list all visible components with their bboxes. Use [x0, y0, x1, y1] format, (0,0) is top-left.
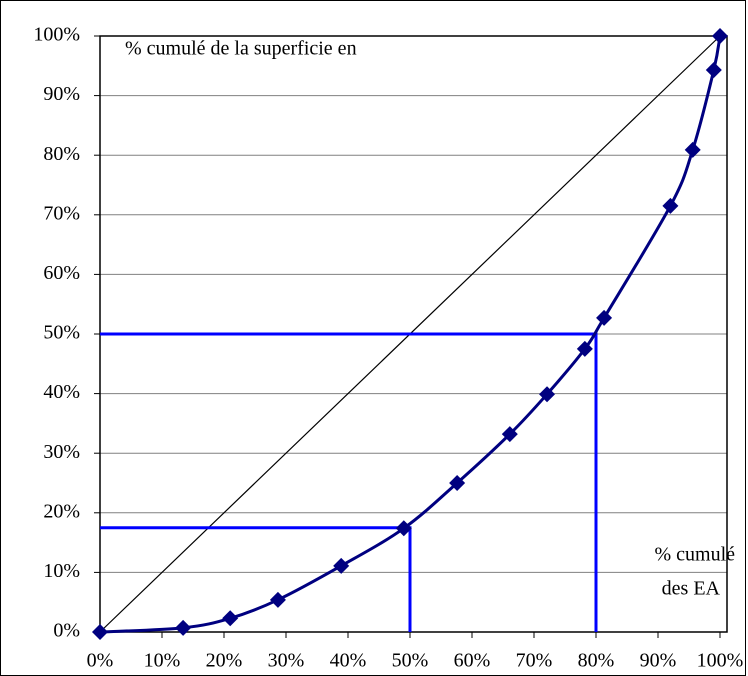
marker [92, 624, 108, 640]
x-tick-label: 30% [268, 650, 305, 672]
marker [333, 557, 350, 574]
y-tick-label: 50% [43, 322, 80, 344]
y-tick-label: 20% [43, 500, 80, 522]
marker [705, 61, 722, 78]
marker [501, 426, 518, 443]
x-axis-label: des EA [662, 578, 721, 600]
marker [596, 309, 613, 326]
x-tick-label: 70% [516, 650, 553, 672]
y-axis-label: % cumulé de la superficie en [125, 38, 357, 60]
y-tick-label: 0% [53, 620, 80, 642]
marker [175, 619, 192, 636]
x-tick-label: 40% [330, 650, 367, 672]
y-tick-label: 70% [43, 202, 80, 224]
x-tick-label: 20% [206, 650, 243, 672]
x-tick-label: 10% [144, 650, 181, 672]
y-tick-label: 60% [43, 262, 80, 284]
marker [269, 591, 286, 608]
y-tick-label: 40% [43, 381, 80, 403]
marker [449, 475, 466, 491]
x-tick-label: 0% [87, 650, 114, 672]
x-tick-label: 50% [392, 650, 429, 672]
x-tick-label: 60% [454, 650, 491, 672]
x-tick-label: 100% [697, 650, 744, 672]
marker [539, 386, 556, 403]
marker [712, 28, 728, 44]
marker [576, 340, 593, 357]
y-tick-label: 80% [43, 143, 80, 165]
y-tick-label: 100% [33, 24, 80, 46]
guide-line [100, 332, 598, 632]
guide-line [100, 526, 412, 632]
y-tick-label: 30% [43, 441, 80, 463]
marker [222, 610, 239, 627]
x-tick-label: 80% [578, 650, 615, 672]
y-tick-label: 10% [43, 560, 80, 582]
x-axis-label: % cumulé [654, 544, 735, 566]
marker [684, 141, 701, 158]
x-tick-label: 90% [640, 650, 677, 672]
marker [395, 520, 412, 537]
y-tick-label: 90% [43, 83, 80, 105]
marker [662, 197, 679, 214]
